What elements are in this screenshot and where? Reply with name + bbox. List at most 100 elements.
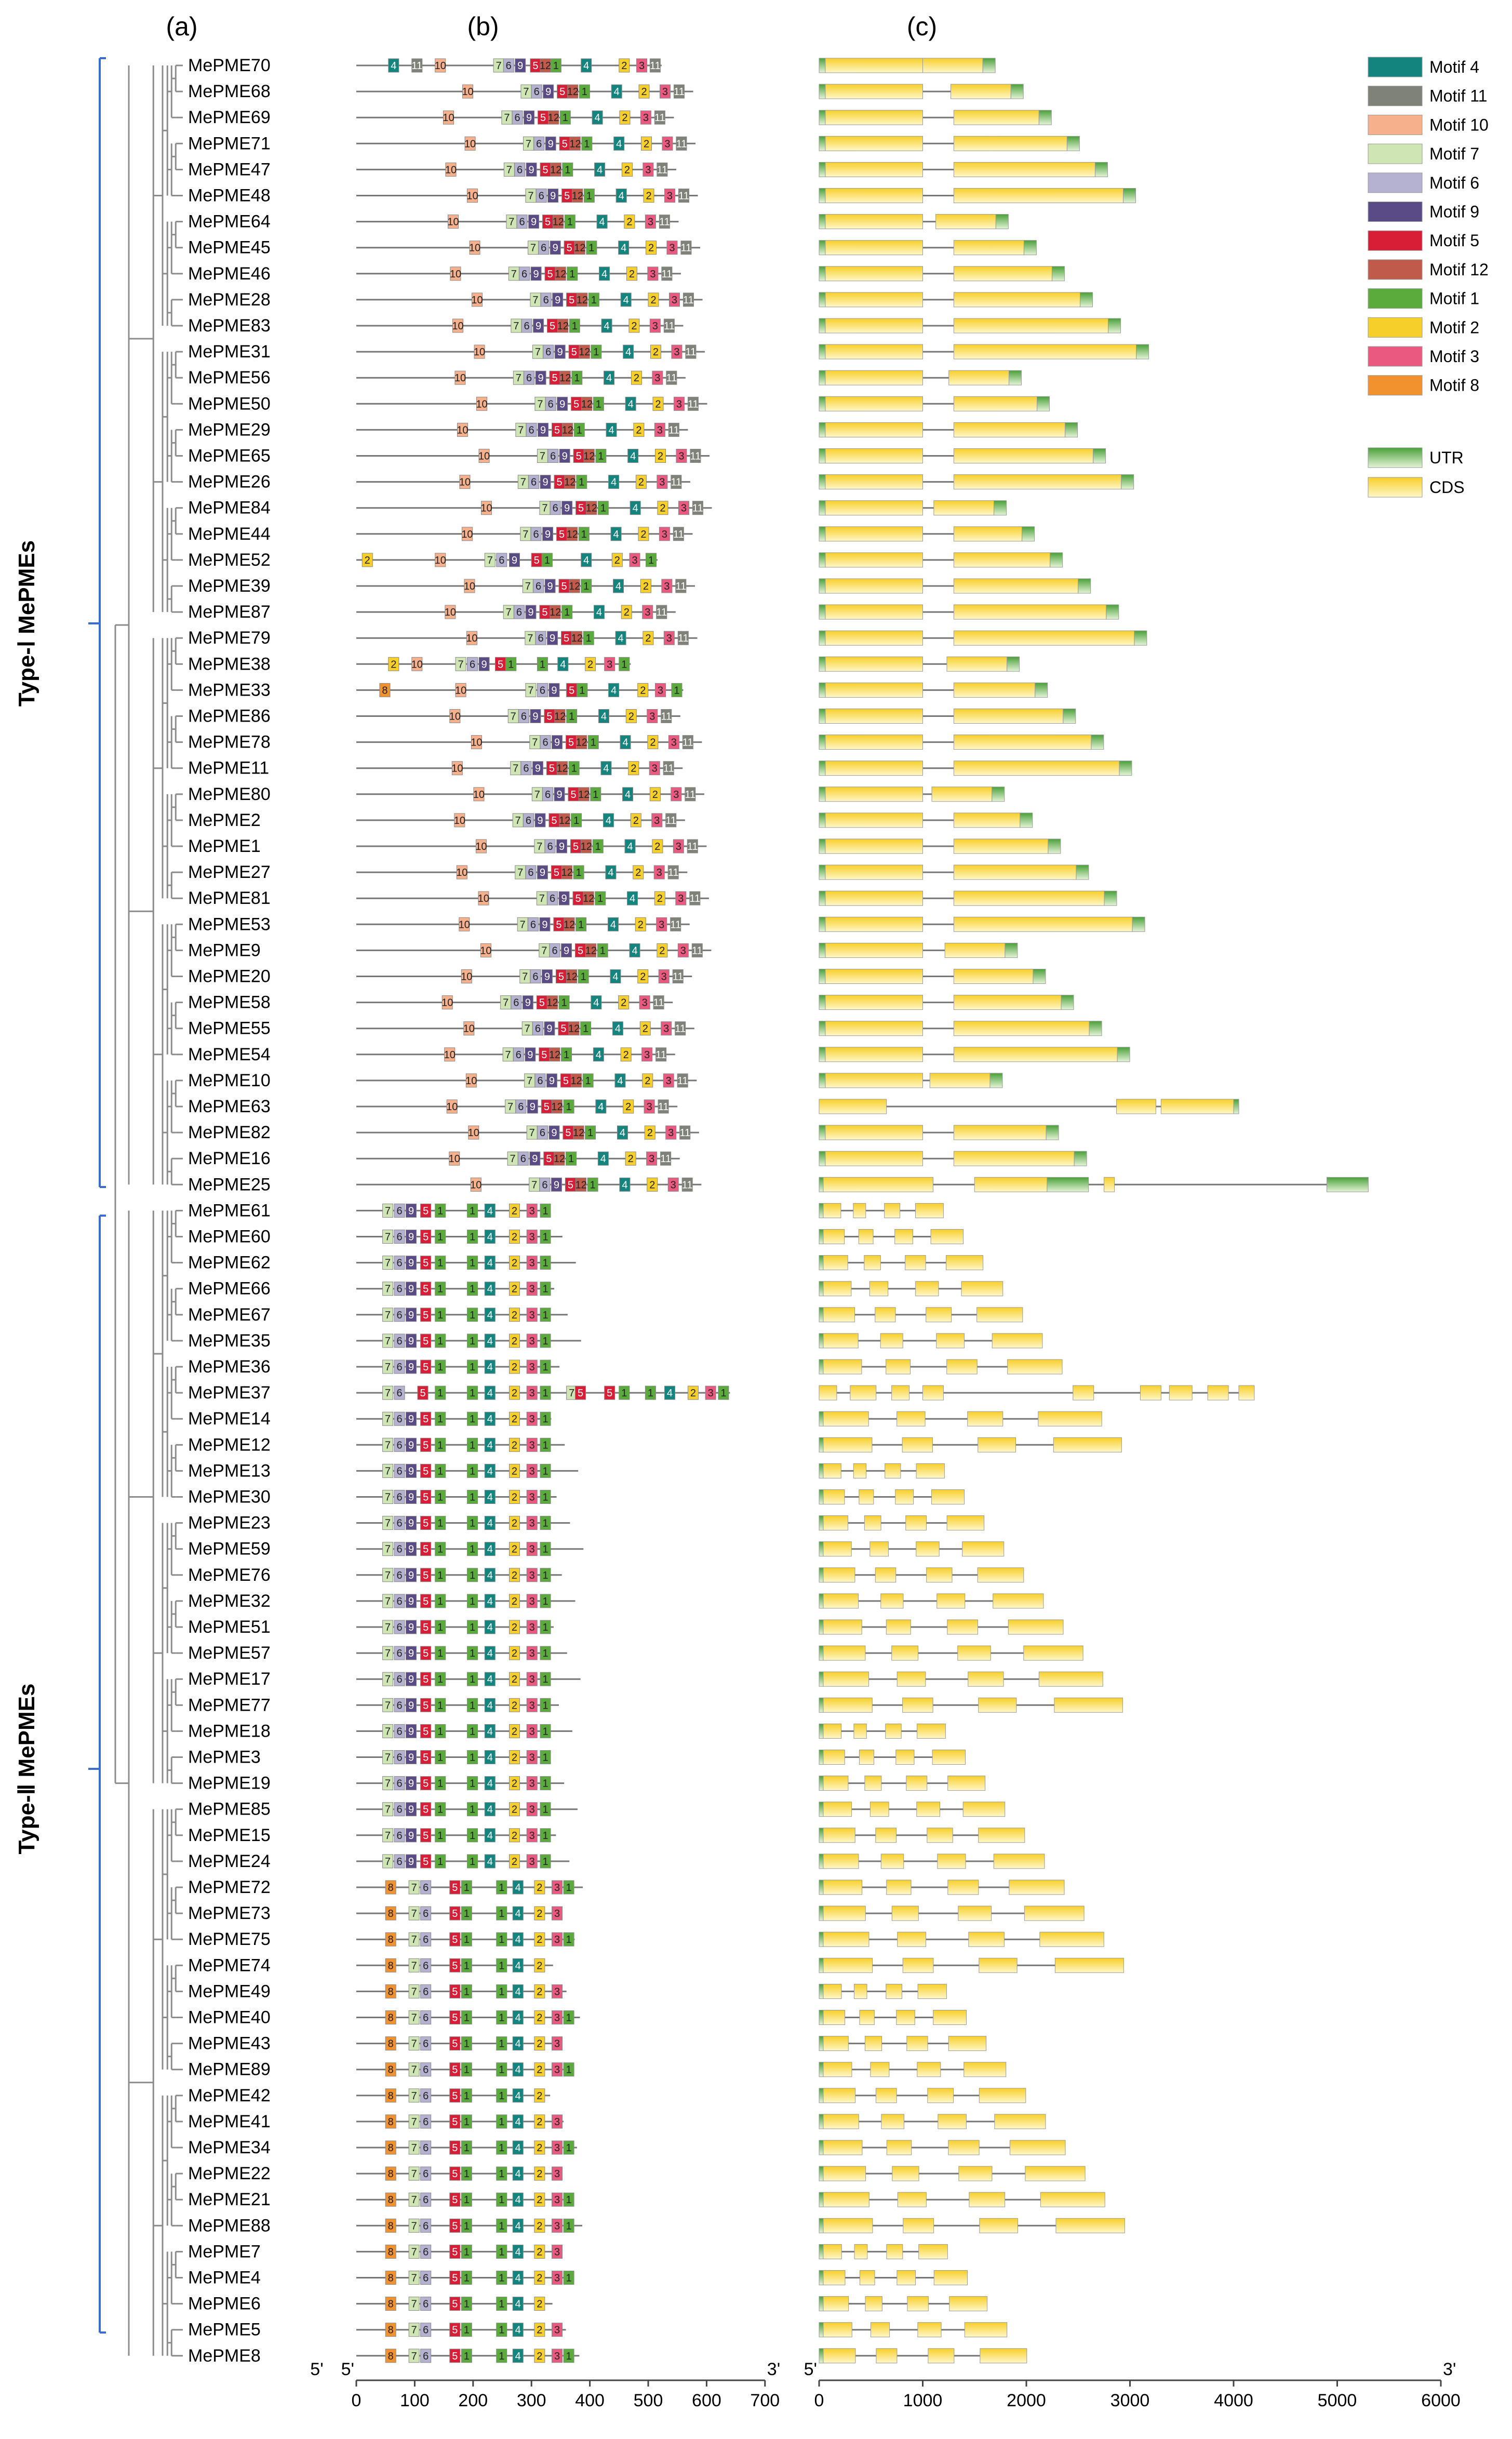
motif-number: 4 [487, 1544, 493, 1555]
cds-block [946, 656, 1008, 672]
motif-number: 12 [559, 372, 571, 384]
motif-number: 6 [536, 581, 541, 592]
motif-box [653, 865, 665, 879]
motif-number: 10 [443, 112, 454, 124]
motif-number: 5 [452, 1960, 458, 1971]
gene-name: MePME82 [188, 1123, 271, 1142]
motif-number: 7 [505, 1049, 511, 1061]
cds-block [968, 1671, 1004, 1687]
motif-number: 10 [471, 737, 482, 749]
motif-number: 11 [670, 919, 681, 930]
motif-number: 12 [568, 1023, 580, 1035]
motif-number: 5 [562, 138, 568, 150]
motif-number: 5 [575, 893, 581, 904]
motif-number: 2 [645, 1075, 650, 1087]
utr-block [819, 526, 826, 542]
cds-block [953, 292, 1081, 308]
cds-block [823, 1905, 866, 1921]
motif-number: 11 [682, 1179, 693, 1191]
motif-number: 1 [499, 2116, 504, 2128]
motif-box [652, 839, 663, 854]
gene-name: MePME21 [188, 2190, 271, 2209]
motif-number: 1 [437, 1205, 443, 1217]
motif-number: 6 [396, 1492, 402, 1503]
motif-box [614, 1073, 626, 1088]
motif-box [496, 553, 507, 567]
motif-number: 9 [408, 1648, 414, 1659]
motif-number: 11 [668, 424, 679, 436]
gene-name: MePME72 [188, 1877, 271, 1897]
legend-swatch [1368, 375, 1423, 396]
motif-box [648, 292, 659, 307]
motif-number: 2 [537, 1986, 542, 1997]
gene-row: MePME14 7 6 9 5 1 1 4 2 3 1 [188, 1409, 1102, 1429]
motif-number: 9 [408, 1465, 414, 1477]
gene-name: MePME17 [188, 1669, 271, 1689]
motif-box [455, 683, 466, 697]
utr-block [819, 1802, 824, 1817]
motif-number: 5 [423, 1492, 429, 1503]
motif-number: 6 [423, 2038, 429, 2050]
motif-number: 7 [385, 1232, 391, 1243]
cds-block [895, 1489, 914, 1504]
cds-block [946, 1515, 985, 1531]
utr-block [819, 1515, 824, 1531]
motif-number: 3 [554, 2012, 560, 2024]
cds-block [1038, 1671, 1103, 1687]
motif-box [659, 215, 670, 229]
gene-name: MePME77 [188, 1695, 271, 1715]
utr-block [1046, 1125, 1059, 1140]
utr-block [995, 214, 1009, 230]
motif-number: 5 [573, 398, 579, 410]
motif-number: 2 [647, 1127, 653, 1139]
motif-box [578, 527, 590, 541]
motif-box [542, 787, 554, 802]
motif-number: 5 [423, 1752, 429, 1764]
gene-name: MePME11 [188, 758, 269, 778]
motif-number: 7 [487, 555, 493, 566]
cds-block [953, 136, 1067, 151]
cds-block [823, 1802, 852, 1817]
motif-box [608, 683, 620, 697]
motif-box [548, 683, 560, 697]
motif-number: 5 [567, 243, 572, 254]
motif-number: 1 [464, 1986, 470, 1997]
motif-number: 1 [582, 86, 587, 98]
motif-number: 4 [487, 1726, 493, 1737]
gene-row: MePME72 8 7 6 5 1 1 4 2 3 1 [188, 1877, 1065, 1897]
motif-number: 7 [385, 1830, 391, 1842]
cds-block [850, 1385, 877, 1401]
motif-box [581, 396, 593, 411]
motif-number: 11 [675, 581, 686, 592]
cds-block [825, 735, 923, 750]
motif-box [569, 318, 580, 333]
motif-number: 1 [464, 2246, 470, 2258]
cds-block [880, 1333, 903, 1349]
motif-number: 7 [507, 1101, 513, 1113]
motif-number: 7 [528, 191, 533, 202]
motif-number: 1 [464, 2168, 470, 2180]
motif-number: 7 [539, 893, 545, 904]
cds-block [933, 2270, 968, 2285]
motif-number: 1 [437, 1336, 443, 1347]
motif-number: 9 [408, 1310, 414, 1321]
motif-number: 6 [515, 112, 520, 124]
motif-number: 6 [536, 138, 542, 150]
motif-number: 9 [512, 555, 517, 566]
motif-number: 7 [516, 372, 521, 384]
motif-box [582, 1073, 594, 1088]
cds-block [825, 500, 923, 516]
legend-swatch [1368, 86, 1423, 106]
utr-block [1048, 838, 1061, 854]
motif-number: 4 [487, 1596, 493, 1607]
motif-number: 3 [529, 1440, 535, 1451]
motif-number: 7 [504, 112, 510, 124]
gene-row: MePME19 7 6 9 5 1 1 4 2 3 1 [188, 1774, 986, 1793]
motif-number: 1 [542, 1310, 548, 1321]
motif-number: 3 [529, 1232, 535, 1243]
utr-block [1005, 942, 1018, 958]
gene-name: MePME2 [188, 810, 261, 830]
motif-number: 2 [537, 2168, 542, 2180]
motif-box [637, 683, 649, 697]
